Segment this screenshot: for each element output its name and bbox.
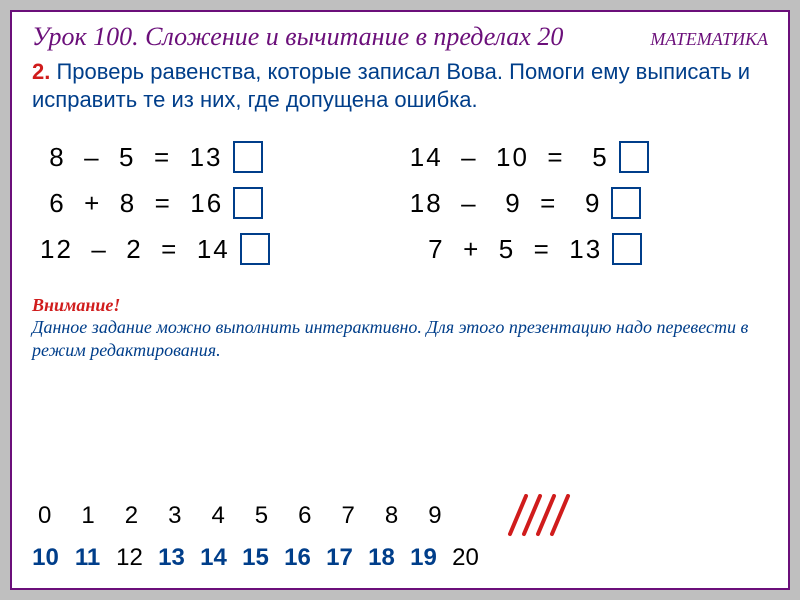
digit: 8: [385, 502, 398, 530]
answer-box[interactable]: [612, 233, 642, 265]
task-body: Проверь равенства, которые записал Вова.…: [32, 59, 750, 112]
task-number: 2.: [32, 59, 50, 84]
number-line: 0 1 2 3 4 5 6 7 8 9 10 11 12 13: [32, 494, 768, 572]
equation-text: 18 – 9 = 9: [410, 188, 602, 219]
equations-right-col: 14 – 10 = 5 18 – 9 = 9 7 + 5 = 13: [410, 141, 649, 265]
tally-icon: [502, 494, 572, 538]
digit: 11: [74, 544, 101, 572]
equation-row: 18 – 9 = 9: [410, 187, 649, 219]
slide-frame: Урок 100. Сложение и вычитание в предела…: [10, 10, 790, 590]
equation-text: 8 – 5 = 13: [40, 142, 223, 173]
answer-box[interactable]: [240, 233, 270, 265]
digit: 10: [32, 544, 59, 572]
equation-text: 7 + 5 = 13: [410, 234, 602, 265]
equations-left-col: 8 – 5 = 13 6 + 8 = 16 12 – 2 = 14: [40, 141, 270, 265]
digit: 13: [158, 544, 185, 572]
number-line-row-1: 10 11 12 13 14 15 16 17 18 19 20: [32, 544, 768, 572]
digit: 20: [452, 544, 479, 572]
equation-row: 12 – 2 = 14: [40, 233, 270, 265]
attention-block: Внимание! Данное задание можно выполнить…: [32, 295, 768, 361]
subject-label: МАТЕМАТИКА: [650, 29, 768, 50]
equation-row: 14 – 10 = 5: [410, 141, 649, 173]
answer-box[interactable]: [611, 187, 641, 219]
digit: 1: [81, 502, 94, 530]
equation-text: 12 – 2 = 14: [40, 234, 230, 265]
digit: 9: [428, 502, 441, 530]
equation-text: 6 + 8 = 16: [40, 188, 223, 219]
lesson-title: Урок 100. Сложение и вычитание в предела…: [32, 22, 563, 52]
equation-row: 8 – 5 = 13: [40, 141, 270, 173]
number-line-row-0: 0 1 2 3 4 5 6 7 8 9: [32, 494, 768, 538]
attention-title: Внимание!: [32, 295, 768, 316]
digit: 19: [410, 544, 437, 572]
equation-row: 6 + 8 = 16: [40, 187, 270, 219]
digit: 6: [298, 502, 311, 530]
header: Урок 100. Сложение и вычитание в предела…: [32, 22, 768, 52]
digit: 5: [255, 502, 268, 530]
digit: 17: [326, 544, 353, 572]
digit: 12: [116, 544, 143, 572]
digit: 7: [342, 502, 355, 530]
digit: 2: [125, 502, 138, 530]
equation-text: 14 – 10 = 5: [410, 142, 609, 173]
digit: 14: [200, 544, 227, 572]
attention-body: Данное задание можно выполнить интеракти…: [32, 316, 768, 361]
answer-box[interactable]: [233, 141, 263, 173]
equations-block: 8 – 5 = 13 6 + 8 = 16 12 – 2 = 14 14 – 1…: [32, 141, 768, 265]
digit: 0: [38, 502, 51, 530]
digit: 4: [211, 502, 224, 530]
equation-row: 7 + 5 = 13: [410, 233, 649, 265]
digit: 18: [368, 544, 395, 572]
answer-box[interactable]: [619, 141, 649, 173]
digit: 15: [242, 544, 269, 572]
answer-box[interactable]: [233, 187, 263, 219]
digit: 3: [168, 502, 181, 530]
task-text: 2. Проверь равенства, которые записал Во…: [32, 58, 768, 113]
digit: 16: [284, 544, 311, 572]
